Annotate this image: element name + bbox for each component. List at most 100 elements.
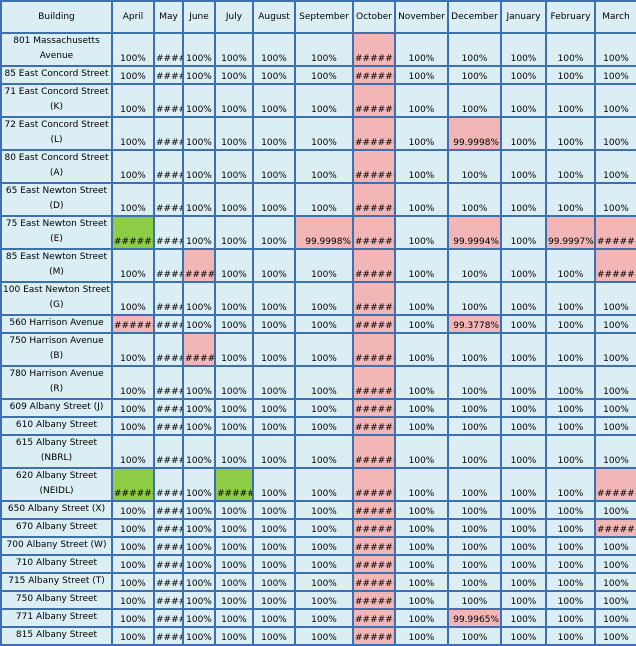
cell-may[interactable]: #### — [153, 32, 184, 67]
cell-november[interactable]: 100% — [394, 32, 449, 67]
cell-april[interactable]: 100% — [111, 590, 155, 610]
cell-february[interactable]: 100% — [545, 149, 596, 184]
cell-june[interactable]: 100% — [182, 518, 216, 538]
cell-september[interactable]: 100% — [294, 281, 354, 316]
cell-june[interactable]: 100% — [182, 467, 216, 502]
cell-november[interactable]: 100% — [394, 182, 449, 217]
cell-march[interactable]: 100% — [594, 626, 636, 646]
cell-march[interactable]: 100% — [594, 116, 636, 151]
cell-june[interactable]: 100% — [182, 116, 216, 151]
cell-august[interactable]: 100% — [252, 182, 296, 217]
cell-september[interactable]: 100% — [294, 314, 354, 334]
cell-november[interactable]: 100% — [394, 215, 449, 250]
cell-march[interactable]: 100% — [594, 536, 636, 556]
cell-october[interactable]: ####### — [352, 572, 396, 592]
cell-january[interactable]: 100% — [500, 332, 547, 367]
cell-january[interactable]: 100% — [500, 467, 547, 502]
cell-july[interactable]: 100% — [214, 572, 254, 592]
cell-december[interactable]: 99.3778% — [447, 314, 502, 334]
cell-january[interactable]: 100% — [500, 518, 547, 538]
cell-august[interactable]: 100% — [252, 65, 296, 85]
cell-may[interactable]: #### — [153, 116, 184, 151]
cell-march[interactable]: 100% — [594, 572, 636, 592]
cell-december[interactable]: 100% — [447, 500, 502, 520]
building-name-cell[interactable]: 85 East Newton Street (M) — [0, 248, 113, 283]
cell-april[interactable]: 100% — [111, 518, 155, 538]
cell-march[interactable]: ####### — [594, 248, 636, 283]
cell-march[interactable]: ####### — [594, 518, 636, 538]
cell-october[interactable]: ####### — [352, 83, 396, 118]
cell-october[interactable]: ####### — [352, 248, 396, 283]
cell-september[interactable]: 100% — [294, 332, 354, 367]
cell-september[interactable]: 100% — [294, 83, 354, 118]
cell-november[interactable]: 100% — [394, 65, 449, 85]
header-june[interactable]: June — [182, 0, 216, 34]
cell-august[interactable]: 100% — [252, 467, 296, 502]
cell-january[interactable]: 100% — [500, 365, 547, 400]
building-name-cell[interactable]: 670 Albany Street — [0, 518, 113, 538]
cell-june[interactable]: ###### — [182, 332, 216, 367]
building-name-cell[interactable]: 100 East Newton Street (G) — [0, 281, 113, 316]
cell-july[interactable]: 100% — [214, 608, 254, 628]
cell-january[interactable]: 100% — [500, 281, 547, 316]
cell-october[interactable]: ####### — [352, 416, 396, 436]
cell-february[interactable]: 100% — [545, 467, 596, 502]
cell-august[interactable]: 100% — [252, 83, 296, 118]
cell-july[interactable]: 100% — [214, 83, 254, 118]
building-name-cell[interactable]: 560 Harrison Avenue — [0, 314, 113, 334]
cell-november[interactable]: 100% — [394, 281, 449, 316]
cell-september[interactable]: 100% — [294, 416, 354, 436]
cell-august[interactable]: 100% — [252, 590, 296, 610]
cell-july[interactable]: 100% — [214, 248, 254, 283]
cell-october[interactable]: ####### — [352, 116, 396, 151]
cell-july[interactable]: 100% — [214, 500, 254, 520]
header-february[interactable]: February — [545, 0, 596, 34]
cell-november[interactable]: 100% — [394, 248, 449, 283]
building-name-cell[interactable]: 85 East Concord Street — [0, 65, 113, 85]
cell-april[interactable]: 100% — [111, 65, 155, 85]
cell-october[interactable]: ####### — [352, 281, 396, 316]
cell-december[interactable]: 100% — [447, 434, 502, 469]
cell-june[interactable]: 100% — [182, 590, 216, 610]
cell-march[interactable]: 100% — [594, 281, 636, 316]
cell-july[interactable]: 100% — [214, 65, 254, 85]
building-name-cell[interactable]: 771 Albany Street — [0, 608, 113, 628]
cell-august[interactable]: 100% — [252, 314, 296, 334]
cell-december[interactable]: 100% — [447, 626, 502, 646]
cell-march[interactable]: 100% — [594, 314, 636, 334]
cell-april[interactable]: 100% — [111, 32, 155, 67]
cell-november[interactable]: 100% — [394, 572, 449, 592]
cell-august[interactable]: 100% — [252, 554, 296, 574]
cell-january[interactable]: 100% — [500, 554, 547, 574]
cell-january[interactable]: 100% — [500, 32, 547, 67]
cell-december[interactable]: 100% — [447, 149, 502, 184]
cell-july[interactable]: 100% — [214, 518, 254, 538]
cell-july[interactable]: 100% — [214, 365, 254, 400]
cell-april[interactable]: 100% — [111, 248, 155, 283]
cell-october[interactable]: ####### — [352, 65, 396, 85]
cell-may[interactable]: #### — [153, 182, 184, 217]
building-name-cell[interactable]: 80 East Concord Street (A) — [0, 149, 113, 184]
cell-november[interactable]: 100% — [394, 83, 449, 118]
cell-january[interactable]: 100% — [500, 182, 547, 217]
cell-march[interactable]: 100% — [594, 554, 636, 574]
cell-september[interactable]: 100% — [294, 608, 354, 628]
cell-february[interactable]: 100% — [545, 626, 596, 646]
cell-february[interactable]: 100% — [545, 536, 596, 556]
cell-december[interactable]: 100% — [447, 182, 502, 217]
cell-october[interactable]: ####### — [352, 32, 396, 67]
cell-september[interactable]: 100% — [294, 518, 354, 538]
cell-august[interactable]: 100% — [252, 365, 296, 400]
cell-december[interactable]: 99.9994% — [447, 215, 502, 250]
cell-january[interactable]: 100% — [500, 149, 547, 184]
cell-june[interactable]: 100% — [182, 554, 216, 574]
cell-january[interactable]: 100% — [500, 83, 547, 118]
cell-february[interactable]: 99.9997% — [545, 215, 596, 250]
cell-june[interactable]: 100% — [182, 65, 216, 85]
cell-may[interactable]: #### — [153, 608, 184, 628]
cell-september[interactable]: 100% — [294, 182, 354, 217]
cell-november[interactable]: 100% — [394, 365, 449, 400]
cell-november[interactable]: 100% — [394, 554, 449, 574]
header-july[interactable]: July — [214, 0, 254, 34]
cell-september[interactable]: 100% — [294, 467, 354, 502]
